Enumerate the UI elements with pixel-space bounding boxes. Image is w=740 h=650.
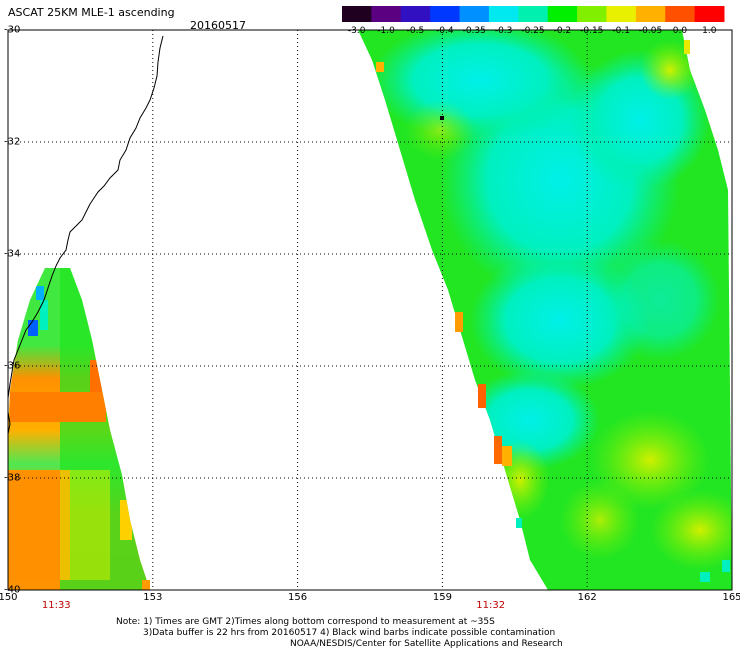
pass-time-label: 11:32 xyxy=(476,600,506,611)
colorbar-label: -0.1 xyxy=(612,26,630,36)
colorbar-label: -0.3 xyxy=(494,26,513,36)
colorbar-label: -0.5 xyxy=(406,26,425,36)
colorbar-swatch xyxy=(400,6,431,22)
colorbar-label: -0.35 xyxy=(462,26,486,36)
colorbar-swatch xyxy=(635,6,666,22)
colorbar-label: -0.25 xyxy=(521,26,545,36)
colorbar-label: -0.15 xyxy=(580,26,604,36)
longitude-label: 153 xyxy=(143,592,163,603)
longitude-label: 162 xyxy=(577,592,597,603)
latitude-label: -32 xyxy=(4,136,21,148)
longitude-label: 165 xyxy=(722,592,740,603)
left-swath xyxy=(8,268,150,590)
longitude-label: 150 xyxy=(0,592,18,603)
colorbar-swatch xyxy=(459,6,490,22)
longitude-label: 156 xyxy=(288,592,308,603)
note-line-2: 3)Data buffer is 22 hrs from 20160517 4)… xyxy=(143,628,556,638)
pass-time-label: 11:33 xyxy=(41,600,71,611)
colorbar xyxy=(342,6,725,22)
latitude-label: -30 xyxy=(4,24,21,36)
latitude-label: -34 xyxy=(4,248,21,260)
latitude-label: -40 xyxy=(4,584,21,596)
left-swath-corner xyxy=(142,580,150,590)
colorbar-swatch xyxy=(371,6,402,22)
colorbar-label: -0.2 xyxy=(553,26,572,36)
colorbar-swatch xyxy=(547,6,578,22)
colorbar-swatch xyxy=(488,6,519,22)
map-date: 20160517 xyxy=(190,19,246,32)
latitude-label: -36 xyxy=(4,360,21,372)
colorbar-swatch xyxy=(342,6,372,22)
map-frame xyxy=(7,29,733,591)
colorbar-swatch xyxy=(577,6,607,22)
colorbar-label: 0.0 xyxy=(672,26,688,36)
coastline xyxy=(7,35,164,435)
right-swath xyxy=(358,30,732,590)
colorbar-label: -1.0 xyxy=(377,26,395,36)
colorbar-label: 1.0 xyxy=(702,26,717,36)
note-line-3: NOAA/NESDIS/Center for Satellite Applica… xyxy=(290,639,563,649)
note-line-1: Note: 1) Times are GMT 2)Times along bot… xyxy=(116,617,495,627)
map-title: ASCAT 25KM MLE-1 ascending xyxy=(8,6,175,19)
latitude-label: -38 xyxy=(4,472,21,484)
longitude-label: 159 xyxy=(432,592,452,603)
colorbar-swatch xyxy=(430,6,461,22)
colorbar-swatch xyxy=(518,6,549,22)
colorbar-swatch xyxy=(606,6,637,22)
colorbar-label: -3.0 xyxy=(347,26,366,36)
colorbar-swatch xyxy=(694,6,725,22)
colorbar-label: -0.05 xyxy=(638,26,663,36)
colorbar-label: -0.4 xyxy=(436,26,454,36)
colorbar-swatch xyxy=(665,6,696,22)
